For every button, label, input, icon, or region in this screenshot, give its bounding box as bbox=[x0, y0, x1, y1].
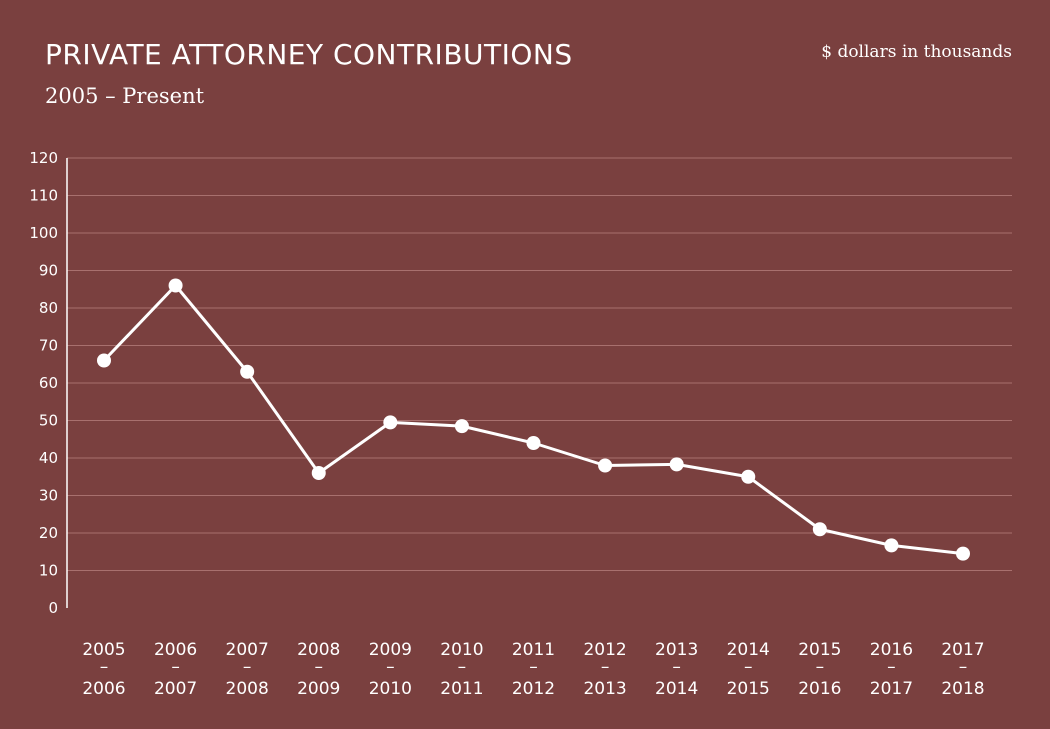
x-tick-label-line: – bbox=[100, 657, 109, 677]
x-tick-label-line: 2016 bbox=[798, 679, 841, 699]
x-tick-label-line: 2012 bbox=[512, 679, 555, 699]
x-tick-label-line: – bbox=[386, 657, 395, 677]
x-tick-label-line: – bbox=[458, 657, 467, 677]
x-tick-label-line: 2007 bbox=[154, 679, 197, 699]
x-tick-label-line: 2011 bbox=[440, 679, 483, 699]
x-tick-label-line: 2014 bbox=[727, 640, 770, 660]
x-tick-label-line: – bbox=[315, 657, 324, 677]
x-tick-label-line: 2014 bbox=[655, 679, 698, 699]
y-tick-label: 70 bbox=[39, 337, 58, 355]
y-tick-label: 100 bbox=[29, 224, 58, 242]
x-tick-label-line: 2010 bbox=[369, 679, 412, 699]
x-tick-label-line: 2018 bbox=[941, 679, 984, 699]
gridlines bbox=[67, 157, 1012, 571]
x-tick-label: 2013–2014 bbox=[655, 640, 698, 699]
x-tick-label-line: – bbox=[601, 657, 610, 677]
x-tick-label-line: 2009 bbox=[369, 640, 412, 660]
data-point bbox=[240, 364, 255, 379]
x-tick-label-line: 2008 bbox=[297, 640, 340, 660]
x-tick-label-line: 2016 bbox=[870, 640, 913, 660]
x-tick-label: 2006–2007 bbox=[154, 640, 197, 699]
x-tick-label: 2010–2011 bbox=[440, 640, 483, 699]
data-point bbox=[956, 546, 970, 561]
x-tick-label-line: 2005 bbox=[82, 640, 125, 660]
x-tick-label-line: 2006 bbox=[154, 640, 197, 660]
x-tick-label: 2016–2017 bbox=[870, 640, 913, 699]
data-point bbox=[526, 436, 541, 450]
x-tick-label: 2012–2013 bbox=[583, 640, 626, 699]
y-tick-label: 90 bbox=[39, 262, 58, 280]
data-point bbox=[168, 278, 183, 293]
data-point bbox=[383, 415, 398, 430]
y-tick-label: 50 bbox=[39, 412, 58, 430]
x-tick-label: 2014–2015 bbox=[727, 640, 770, 699]
x-tick-label-line: 2011 bbox=[512, 640, 555, 660]
x-tick-label-line: – bbox=[529, 657, 538, 677]
x-tick-label: 2009–2010 bbox=[369, 640, 412, 699]
x-tick-label-line: 2015 bbox=[798, 640, 841, 660]
x-tick-label-line: – bbox=[744, 657, 753, 677]
y-tick-label: 0 bbox=[48, 599, 58, 617]
x-tick-label-line: 2013 bbox=[655, 640, 698, 660]
x-tick-label-line: – bbox=[959, 657, 968, 677]
x-tick-label-line: – bbox=[887, 657, 896, 677]
data-points bbox=[97, 278, 970, 561]
x-tick-label-line: – bbox=[816, 657, 825, 677]
data-point bbox=[669, 457, 684, 472]
x-tick-label-line: – bbox=[243, 657, 252, 677]
chart-subtitle: 2005 – Present bbox=[45, 84, 205, 108]
x-tick-label-line: 2013 bbox=[583, 679, 626, 699]
x-tick-label: 2005–2006 bbox=[82, 640, 125, 699]
x-tick-label-line: 2015 bbox=[727, 679, 770, 699]
x-tick-label-line: 2012 bbox=[583, 640, 626, 660]
y-tick-label: 30 bbox=[39, 487, 58, 505]
x-tick-label: 2015–2016 bbox=[798, 640, 841, 699]
y-axis-ticks: 0 10 20 30 40 50 60 70 80 90 100 110 120 bbox=[29, 149, 58, 617]
data-point bbox=[812, 522, 827, 537]
x-tick-label-line: 2006 bbox=[82, 679, 125, 699]
x-tick-label: 2007–2008 bbox=[226, 640, 269, 699]
x-axis-labels: 2005–20062006–20072007–20082008–20092009… bbox=[82, 640, 984, 699]
data-point bbox=[741, 469, 756, 484]
x-tick-label-line: 2010 bbox=[440, 640, 483, 660]
data-point bbox=[311, 466, 326, 480]
unit-label: $ dollars in thousands bbox=[821, 42, 1012, 62]
chart-title: PRIVATE ATTORNEY CONTRIBUTIONS bbox=[45, 38, 573, 71]
y-tick-label: 60 bbox=[39, 374, 58, 392]
data-point bbox=[598, 458, 613, 473]
x-tick-label: 2017–2018 bbox=[941, 640, 984, 699]
x-tick-label-line: 2009 bbox=[297, 679, 340, 699]
y-tick-label: 110 bbox=[29, 187, 58, 205]
y-tick-label: 80 bbox=[39, 299, 58, 317]
y-tick-label: 40 bbox=[39, 449, 58, 467]
x-tick-label-line: 2017 bbox=[870, 679, 913, 699]
y-tick-label: 20 bbox=[39, 524, 58, 542]
x-tick-label-line: 2017 bbox=[941, 640, 984, 660]
y-tick-label: 120 bbox=[29, 149, 58, 167]
x-tick-label-line: – bbox=[672, 657, 681, 677]
x-tick-label-line: 2007 bbox=[226, 640, 269, 660]
x-tick-label-line: – bbox=[171, 657, 180, 677]
x-tick-label-line: 2008 bbox=[226, 679, 269, 699]
x-tick-label: 2011–2012 bbox=[512, 640, 555, 699]
x-tick-label: 2008–2009 bbox=[297, 640, 340, 699]
data-point bbox=[884, 538, 899, 553]
data-point bbox=[97, 353, 111, 368]
series-line bbox=[102, 284, 964, 556]
y-tick-label: 10 bbox=[39, 562, 58, 580]
data-point bbox=[454, 419, 469, 434]
